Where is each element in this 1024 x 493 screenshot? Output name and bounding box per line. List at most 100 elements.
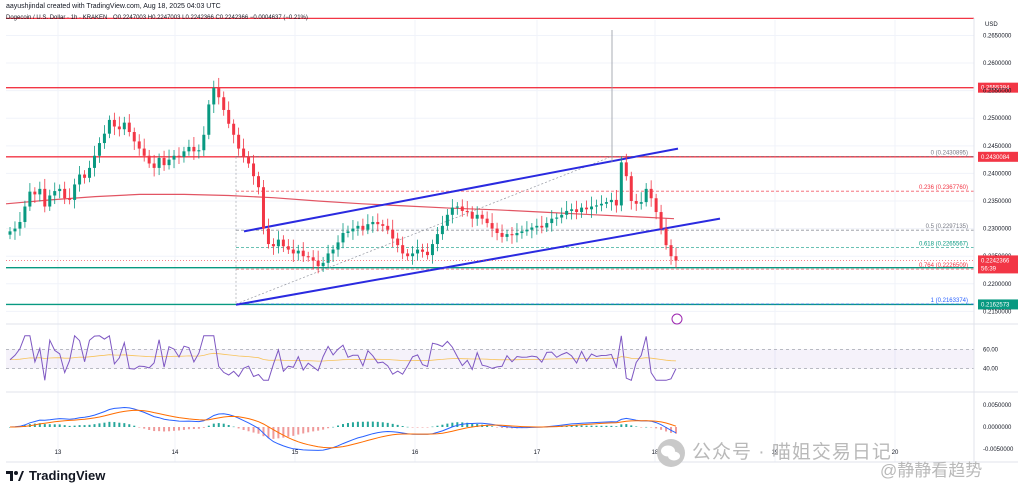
fib-level-label: 1 (0.2163374) (931, 298, 968, 304)
candle-body (366, 224, 370, 230)
price-axis-level-label: 0.2162573 (981, 302, 1010, 308)
candle-body (68, 198, 72, 200)
channel-upper-line (243, 147, 679, 233)
macd-histogram-bar (625, 424, 628, 427)
macd-histogram-bar (227, 425, 230, 427)
candle-body (321, 262, 325, 267)
macd-histogram-bar (660, 427, 663, 430)
ohlc-values: O0.2247003 H0.2247003 L0.2242366 C0.2242… (113, 15, 308, 21)
macd-histogram-bar (605, 425, 608, 427)
macd-histogram-bar (476, 424, 479, 427)
candle-body (599, 203, 603, 206)
macd-histogram-bar (471, 423, 474, 427)
bar-countdown-label: 56:39 (981, 266, 997, 272)
candle-body (227, 109, 231, 124)
candle-body (629, 176, 633, 202)
candle-body (525, 229, 529, 232)
candle-body (664, 228, 668, 246)
macd-histogram-bar (187, 427, 190, 430)
candle-body (58, 188, 62, 192)
macd-histogram-bar (466, 422, 469, 427)
macd-histogram-bar (486, 425, 489, 427)
candle-body (301, 250, 305, 257)
fibonacci-levels: 0 (0.2430895) 0.236 (0.2367760) 0.5 (0.229… (235, 150, 974, 305)
candle-body (406, 253, 410, 257)
macd-histogram-bar (292, 427, 295, 436)
candle-body (515, 233, 519, 236)
fib-level-label: 0 (0.2430895) (931, 150, 968, 156)
tradingview-logo[interactable]: TradingView (6, 468, 105, 483)
macd-histogram-bar (610, 425, 613, 427)
y-axis-tick-label: 0.2350000 (983, 199, 1012, 205)
candle-body (331, 249, 335, 254)
candle-body (535, 225, 539, 228)
x-axis-tick-label: 16 (412, 450, 419, 456)
candle-body (649, 188, 653, 199)
candle-body (465, 210, 469, 213)
macd-histogram-bar (48, 424, 51, 427)
candle-body (445, 214, 449, 226)
macd-histogram-bar (327, 427, 330, 429)
macd-histogram-bar (108, 421, 111, 427)
macd-histogram-bar (163, 427, 166, 432)
macd-histogram-bar (655, 427, 658, 429)
macd-histogram-bar (262, 427, 265, 437)
symbol-legend[interactable]: Dogecoin / U.S. Dollar · 1h · KRAKEN O0.… (6, 15, 312, 21)
macd-histogram-bar (630, 425, 633, 427)
candle-body (18, 221, 22, 229)
grid (6, 20, 974, 462)
candle-body (8, 231, 12, 235)
candle-body (232, 123, 236, 135)
candle-body (386, 225, 390, 230)
macd-line (9, 406, 677, 451)
candle-body (455, 206, 459, 208)
price-channel (235, 147, 721, 306)
macd-histogram-bar (207, 425, 210, 427)
x-axis-tick-label: 13 (55, 450, 62, 456)
macd-histogram-bar (242, 427, 245, 431)
candle-body (341, 233, 345, 243)
macd-histogram-bar (401, 426, 404, 427)
candle-body (425, 251, 429, 256)
candle-body (470, 212, 474, 219)
candle-body (371, 221, 375, 225)
candle-body (440, 225, 444, 235)
candle-body (490, 223, 494, 229)
candle-body (207, 104, 211, 135)
macd-histogram-bar (615, 426, 618, 427)
rsi-pane: 60.00 40.00 (6, 334, 999, 381)
macd-histogram-bar (173, 427, 176, 431)
candle-body (565, 210, 569, 215)
macd-histogram-bar (650, 427, 653, 428)
candle-body (252, 163, 256, 177)
candle-body (147, 155, 151, 164)
candle-body (435, 234, 439, 245)
candle-body (217, 87, 221, 98)
candle-body (401, 245, 405, 254)
watermark-line1: 公众号 · 喵姐交易日记 (692, 442, 892, 463)
macd-histogram-bar (346, 423, 349, 427)
candle-body (560, 214, 564, 218)
candle-body (13, 228, 17, 232)
macd-histogram-bar (177, 427, 180, 431)
macd-histogram-bar (381, 422, 384, 427)
y-axis-tick-label: 0.2550000 (983, 89, 1012, 95)
macd-pane: 0.0050000 0.0000000 -0.0050000 (9, 403, 1014, 453)
symbol-name[interactable]: Dogecoin / U.S. Dollar · 1h · KRAKEN (6, 15, 108, 21)
macd-histogram-bar (396, 424, 399, 427)
tradingview-logo-icon (6, 470, 24, 481)
y-axis-tick-label: 0.2150000 (983, 309, 1012, 315)
macd-histogram-bar (342, 424, 344, 427)
macd-histogram-bar (491, 426, 494, 427)
candle-body (247, 156, 251, 164)
rsi-line (9, 334, 677, 381)
macd-histogram-bar (257, 427, 260, 434)
candle-body (78, 174, 82, 185)
candle-body (376, 221, 380, 225)
candle-body (356, 225, 360, 229)
macd-histogram-bar (431, 426, 434, 428)
candle-body (83, 174, 87, 178)
macd-histogram-bar (386, 422, 389, 427)
macd-histogram-bar (143, 427, 146, 429)
